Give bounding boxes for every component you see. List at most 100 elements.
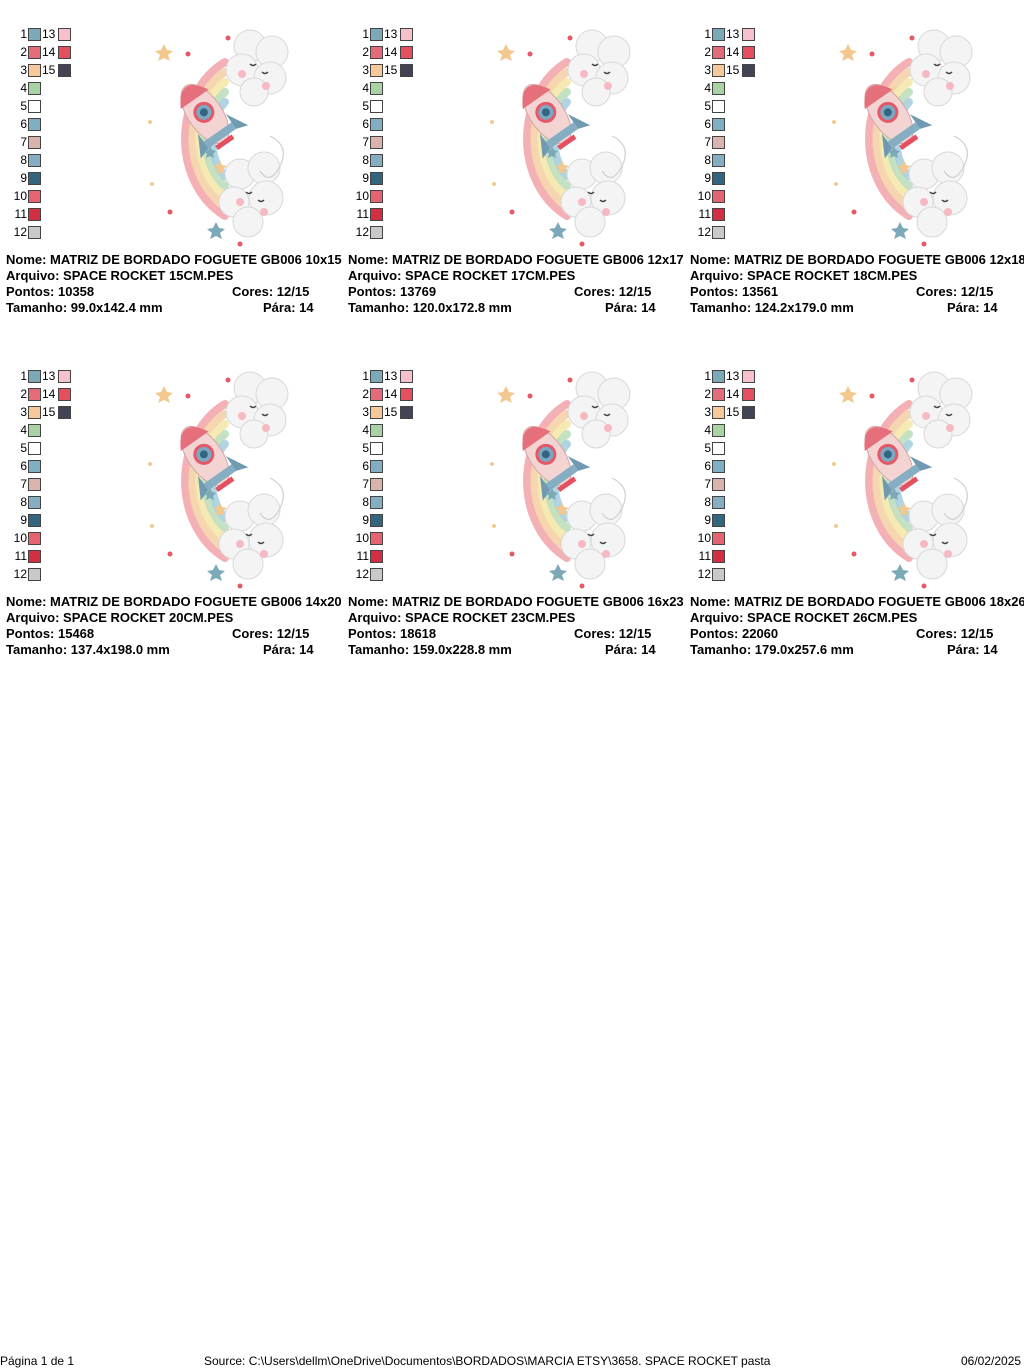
palette-index: 9 [20,513,27,527]
palette-index: 6 [704,117,711,131]
design-file: Arquivo: SPACE ROCKET 20CM.PES [6,610,234,625]
color-swatch [28,532,41,545]
palette-index: 9 [704,171,711,185]
palette-index: 15 [42,405,56,419]
palette-index: 9 [362,513,369,527]
color-swatch [712,136,725,149]
design-stitches: Pontos: 13561 [690,284,779,299]
design-file: Arquivo: SPACE ROCKET 17CM.PES [348,268,576,283]
palette-index: 9 [20,171,27,185]
palette-index: 11 [14,549,27,563]
color-swatch [370,532,383,545]
thread-palette: 1 13 2 14 3 15 4 5 6 7 8 9 10 11 12 [692,26,762,240]
color-swatch [370,28,383,41]
design-size: Tamanho: 99.0x142.4 mm [6,300,163,315]
palette-index: 7 [362,135,369,149]
color-swatch [370,568,383,581]
palette-index: 9 [362,171,369,185]
rocket-rainbow-artwork [832,371,973,589]
color-swatch [370,208,383,221]
thread-palette: 1 13 2 14 3 15 4 5 6 7 8 9 10 11 12 [8,26,78,240]
color-swatch [58,64,71,77]
color-swatch [58,370,71,383]
color-swatch [712,64,725,77]
design-stitches: Pontos: 18618 [348,626,437,641]
color-swatch [742,406,755,419]
design-name: Nome: MATRIZ DE BORDADO FOGUETE GB006 16… [348,594,684,609]
color-swatch [370,118,383,131]
palette-index: 15 [726,63,740,77]
palette-index: 10 [355,189,369,203]
palette-index: 7 [362,477,369,491]
palette-index: 9 [704,513,711,527]
thread-palette: 1 13 2 14 3 15 4 5 6 7 8 9 10 11 12 [8,368,78,582]
palette-index: 4 [20,423,27,437]
color-swatch [712,442,725,455]
palette-index: 3 [704,405,711,419]
palette-index: 2 [20,387,27,401]
palette-index: 7 [704,135,711,149]
palette-index: 10 [13,189,27,203]
palette-index: 2 [362,387,369,401]
color-swatch [712,172,725,185]
design-name: Nome: MATRIZ DE BORDADO FOGUETE GB006 12… [348,252,684,267]
color-swatch [58,28,71,41]
palette-index: 13 [726,369,740,383]
palette-index: 4 [20,81,27,95]
design-size: Tamanho: 124.2x179.0 mm [690,300,854,315]
palette-index: 8 [362,495,369,509]
design-size: Tamanho: 179.0x257.6 mm [690,642,854,657]
color-swatch [712,496,725,509]
design-stitches: Pontos: 15468 [6,626,95,641]
palette-index: 4 [704,423,711,437]
palette-index: 13 [42,27,56,41]
color-swatch [370,496,383,509]
color-swatch [712,370,725,383]
palette-index: 3 [20,63,27,77]
color-swatch [28,118,41,131]
design-size: Tamanho: 137.4x198.0 mm [6,642,170,657]
color-swatch [370,136,383,149]
color-swatch [370,172,383,185]
palette-index: 5 [20,441,27,455]
color-swatch [742,28,755,41]
palette-index: 8 [704,495,711,509]
color-swatch [712,118,725,131]
palette-index: 10 [697,531,711,545]
color-swatch [712,28,725,41]
color-swatch [742,46,755,59]
color-swatch [742,370,755,383]
palette-index: 10 [697,189,711,203]
palette-index: 2 [362,45,369,59]
rocket-rainbow-artwork [148,371,289,589]
palette-index: 15 [42,63,56,77]
color-swatch [400,64,413,77]
design-colors: Cores: 12/15 [916,284,994,299]
color-swatch [712,82,725,95]
color-swatch [28,82,41,95]
color-swatch [28,172,41,185]
palette-index: 7 [20,477,27,491]
design-file: Arquivo: SPACE ROCKET 18CM.PES [690,268,918,283]
color-swatch [28,496,41,509]
palette-index: 12 [697,225,711,239]
palette-index: 14 [384,45,398,59]
color-swatch [28,100,41,113]
palette-index: 5 [704,99,711,113]
color-swatch [400,388,413,401]
design-name: Nome: MATRIZ DE BORDADO FOGUETE GB006 12… [690,252,1024,267]
design-card: 1 13 2 14 3 15 4 5 6 7 8 9 10 11 12 [0,0,342,330]
palette-index: 5 [362,99,369,113]
palette-index: 1 [362,27,369,41]
thread-palette: 1 13 2 14 3 15 4 5 6 7 8 9 10 11 12 [692,368,762,582]
color-swatch [28,190,41,203]
color-swatch [28,442,41,455]
palette-index: 12 [13,225,27,239]
palette-index: 13 [726,27,740,41]
color-swatch [400,370,413,383]
palette-index: 4 [362,81,369,95]
color-swatch [712,154,725,167]
color-swatch [28,136,41,149]
palette-index: 6 [20,459,27,473]
rocket-rainbow-artwork [148,29,289,247]
